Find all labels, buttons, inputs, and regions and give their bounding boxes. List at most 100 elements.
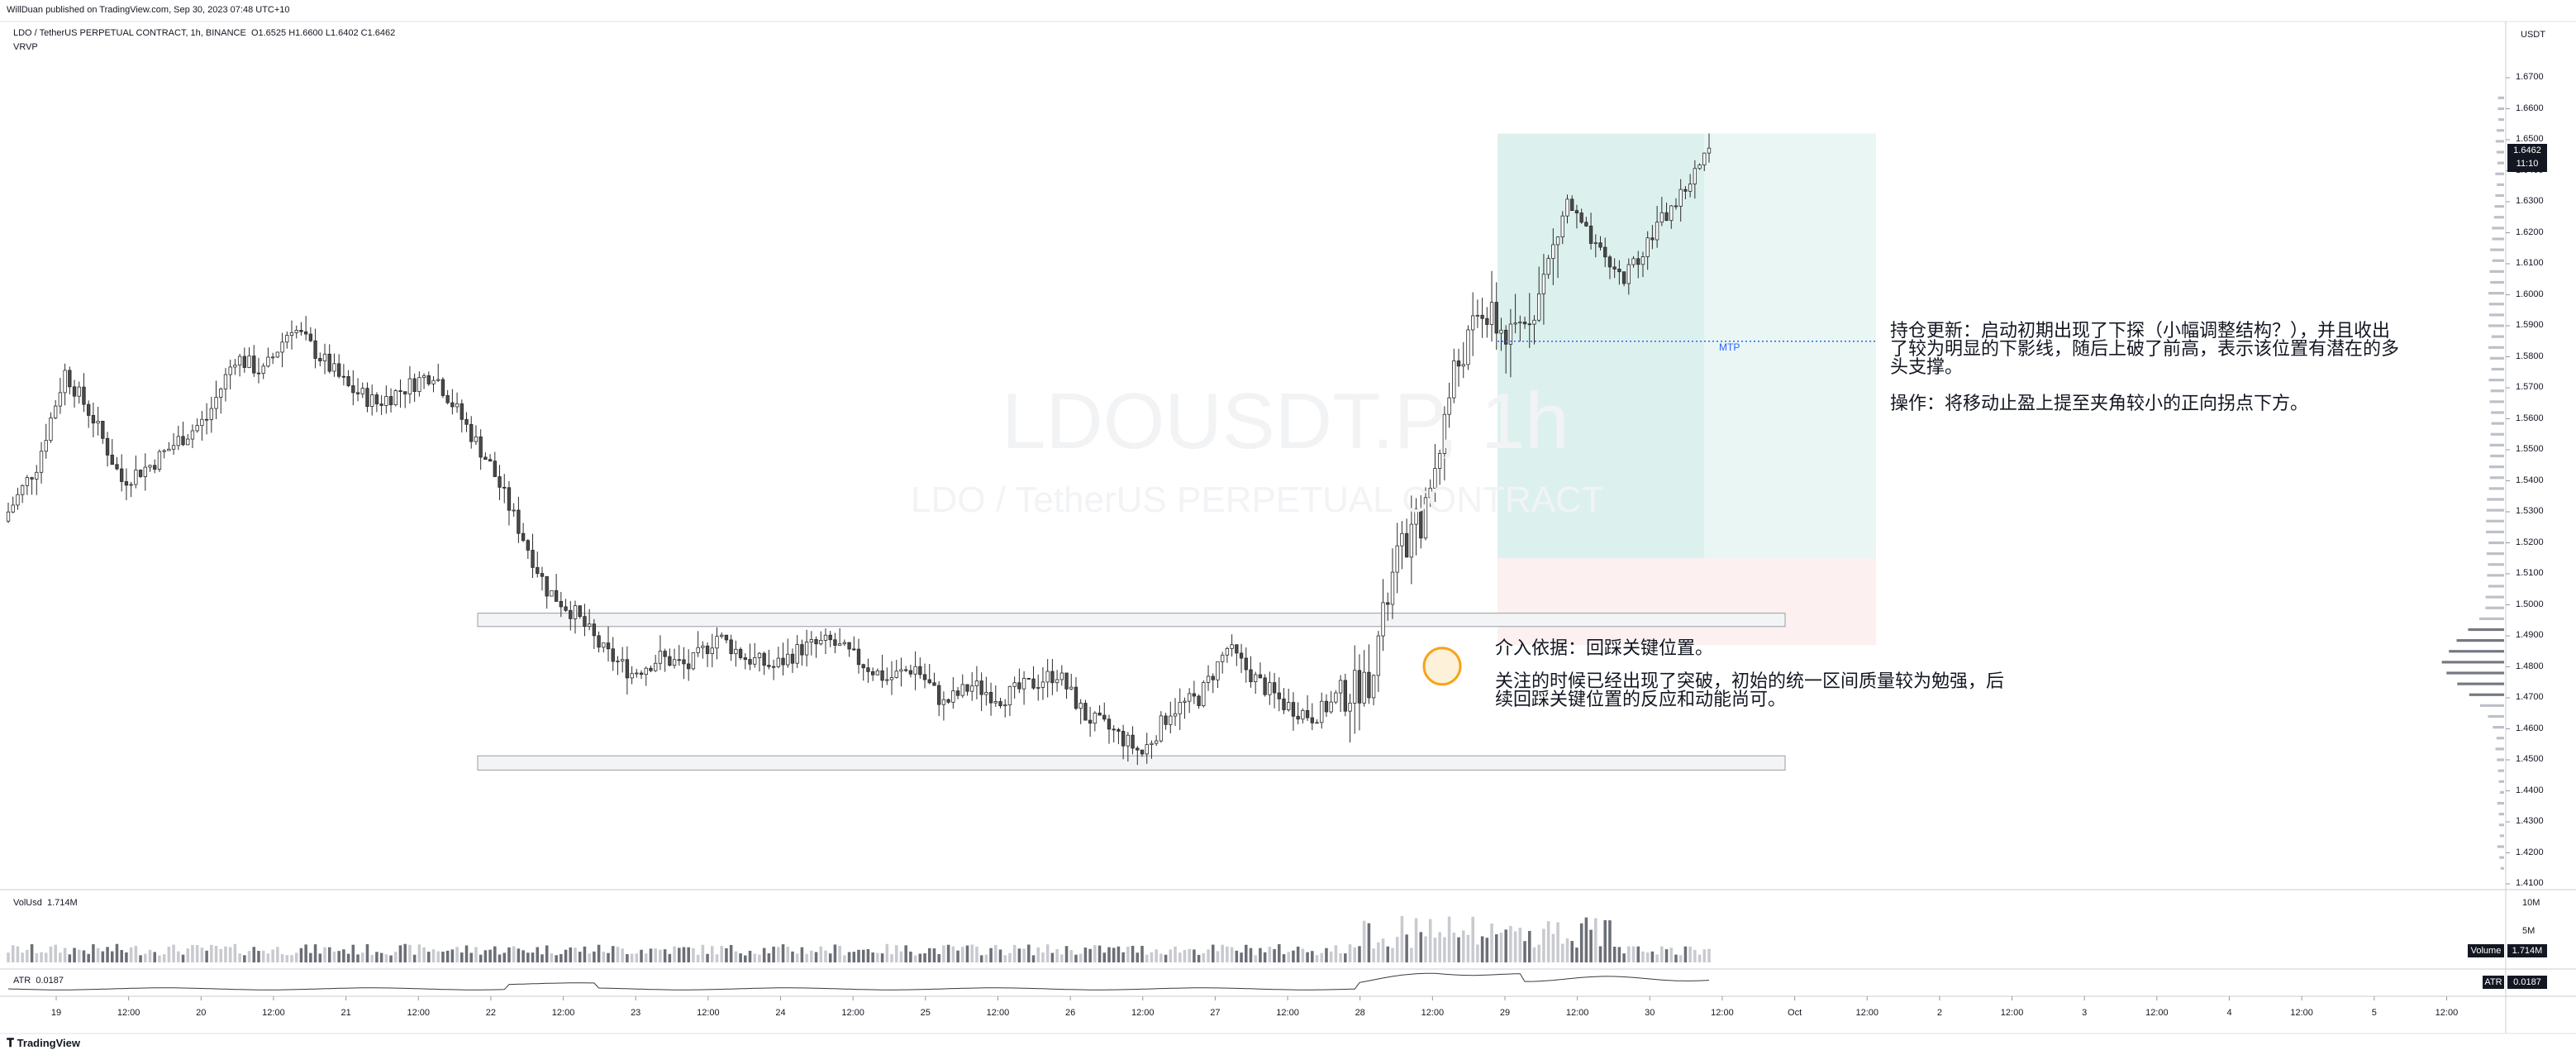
candle-body [1621,271,1626,284]
volume-bar [1292,950,1295,962]
candle-body [1489,302,1494,325]
volume-bar [1603,919,1607,962]
volume-bar [460,952,464,962]
volume-bar [1669,948,1674,962]
candle-body [1173,713,1178,717]
volume-bar [238,953,241,962]
volume-bar [1259,948,1262,962]
volume-bar [7,952,10,962]
price-label: 1.4600 [2516,723,2544,733]
position-update-note[interactable]: 持仓更新：启动初期出现了下探（小幅调整结构？），并且收出 了较为明显的下影线，随… [1890,322,2399,413]
vp-row [2497,107,2504,111]
candle-body [583,616,587,628]
price-label: 1.6500 [2516,134,2544,144]
candle-body [644,667,648,675]
candle-body [908,670,913,675]
candle-body [1074,686,1078,709]
time-label: 12:00 [2435,1008,2459,1018]
candle-body [701,645,705,648]
candle-body [639,672,644,675]
symbol-line: LDO / TetherUS PERPETUAL CONTRACT, 1h, B… [13,28,395,38]
candle-body [1664,212,1669,222]
volume-bar [932,948,936,962]
vp-row [2446,671,2504,675]
volume-bar [110,951,114,962]
candle-body [181,436,185,446]
candle-body [148,465,152,468]
candle-body [1650,237,1655,241]
volume-bar [1358,946,1361,962]
candle-body [1513,322,1517,325]
vp-row [2456,639,2504,642]
volume-bar [1174,946,1177,962]
entry-basis-note[interactable]: 介入依据：回踩关键位置。 关注的时候已经出现了突破，初始的统一区间质量较为勉强，… [1495,640,2004,709]
candle-body [1183,700,1187,703]
volume-bar [1655,954,1659,962]
candle-body [526,540,531,551]
vp-row [2496,737,2504,740]
volume-bar [838,945,841,962]
price-label: 1.4800 [2516,661,2544,671]
candle-body [1381,602,1385,637]
candle-body [474,436,479,442]
candle-body [852,648,856,651]
candle-body [303,331,308,335]
candle-body [459,403,464,420]
candle-body [918,666,922,675]
candle-body [11,504,15,513]
mtp-label[interactable]: MTP [1719,341,1740,353]
vp-row [2497,161,2504,165]
position-zones [1498,133,1876,646]
candle-body [1688,184,1693,192]
time-label: 26 [1064,1008,1076,1018]
volume-bar [711,946,714,962]
volume-bar [332,951,336,962]
volume-bar [1565,938,1569,962]
tradingview-logo[interactable]: 𝐓 TradingView [7,1036,80,1050]
volume-bar [909,951,912,962]
volume-legend[interactable]: VolUsd 1.714M [13,898,78,908]
candle-body [299,330,303,332]
vp-row [2488,465,2504,469]
volume-bar [899,951,903,962]
symbol-name[interactable]: LDO / TetherUS PERPETUAL CONTRACT, 1h, B… [13,28,246,38]
volume-bar [1575,948,1578,962]
volume-bar [1414,918,1418,962]
candle-body [341,375,346,378]
candle-body [1069,686,1074,690]
vp-row [2498,780,2504,783]
volume-bar [474,947,478,962]
candle-body [625,659,630,679]
volume-bar [569,947,573,962]
candle-body [1017,682,1021,690]
candle-body [1579,212,1583,223]
volume-bar [1211,944,1215,962]
vp-row [2478,617,2504,620]
candle-body [842,642,847,645]
time-label: 23 [631,1008,641,1018]
currency-label[interactable]: USDT [2521,30,2545,40]
atr-legend[interactable]: ATR 0.0187 [13,976,64,986]
volume-bar [540,954,544,962]
volume-bar [1532,947,1536,962]
volume-bar [517,948,521,962]
volume-bar [1055,948,1059,962]
volume-bar [1155,949,1158,962]
candle-body [247,356,251,368]
candle-body [157,451,162,470]
volume-bar [403,943,407,962]
time-label: 12:00 [1711,1008,1734,1018]
candle-body [767,665,771,667]
indicator-vrvp[interactable]: VRVP [13,42,38,52]
volume-bar [370,954,374,962]
volume-bar [309,952,312,962]
candle-body [1187,693,1192,702]
volume-bar [342,949,345,962]
candle-body [569,609,573,619]
volume-bar [59,952,62,962]
candle-body [336,363,341,377]
candle-body [1012,682,1017,687]
volume-bar [739,953,742,962]
volume-bar [1424,936,1427,962]
